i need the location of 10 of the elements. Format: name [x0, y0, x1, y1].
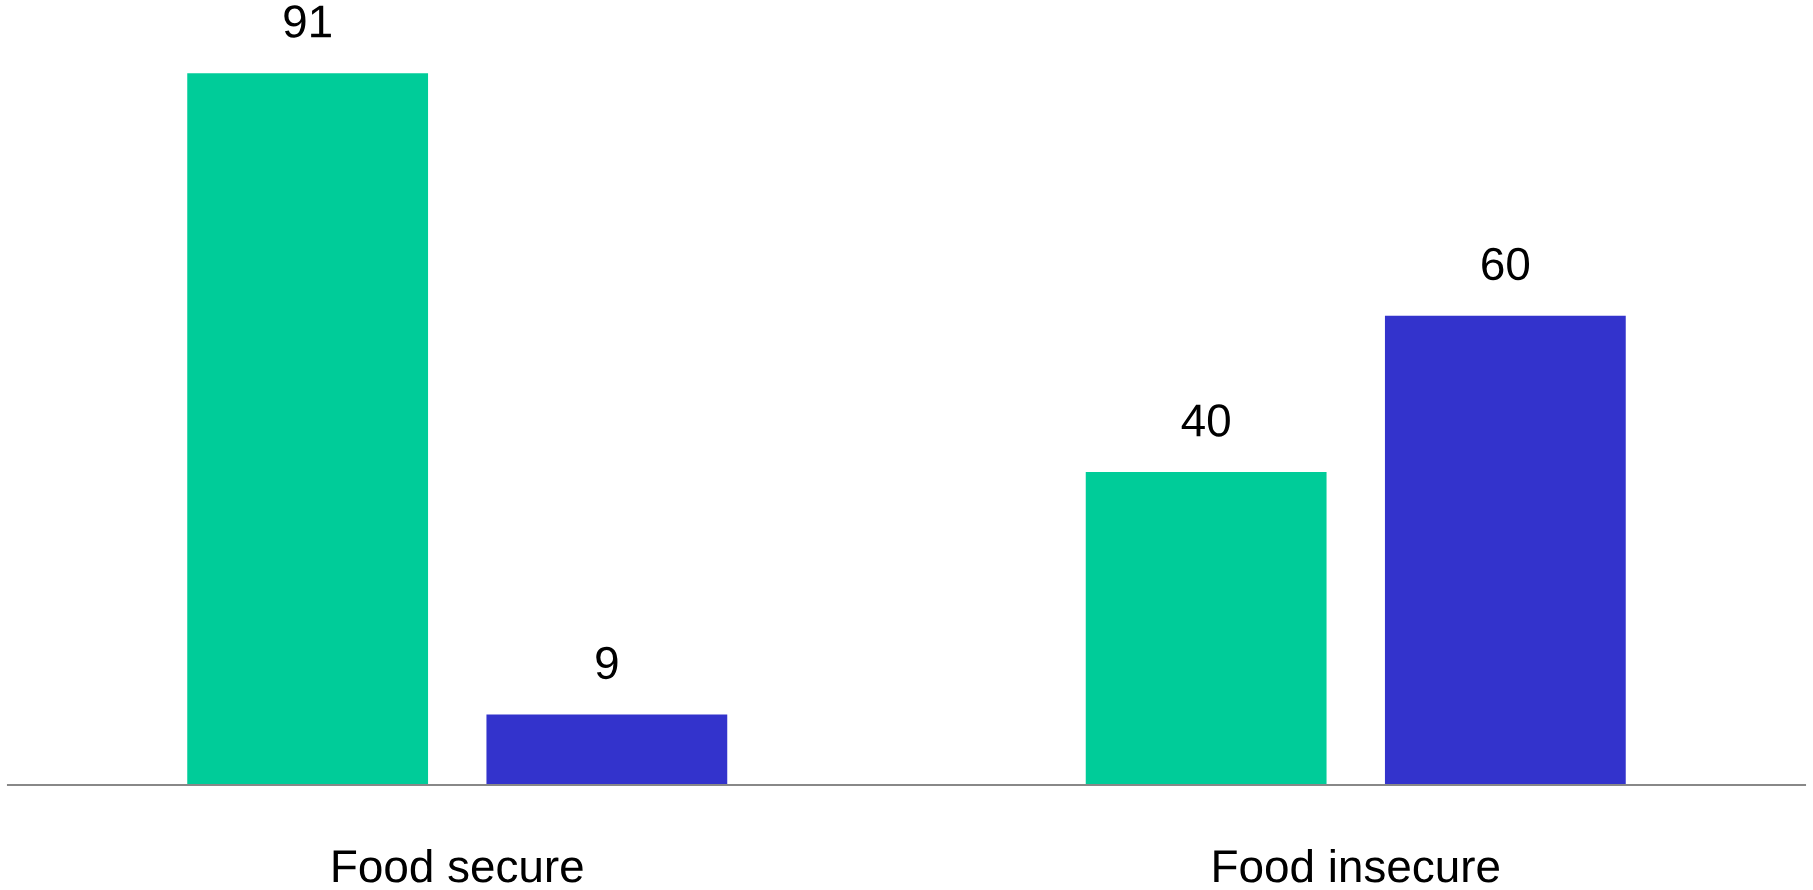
x-tick-label: Food insecure [1214, 848, 1499, 883]
data-label: 9 [596, 646, 618, 680]
x-tick-label: Food secure [333, 848, 583, 883]
bar [486, 714, 728, 785]
data-label: 40 [1181, 404, 1230, 437]
bar [1085, 472, 1327, 785]
data-label: 91 [284, 5, 331, 38]
bar [1384, 315, 1626, 785]
data-label: 60 [1482, 247, 1530, 281]
bar [187, 73, 429, 785]
